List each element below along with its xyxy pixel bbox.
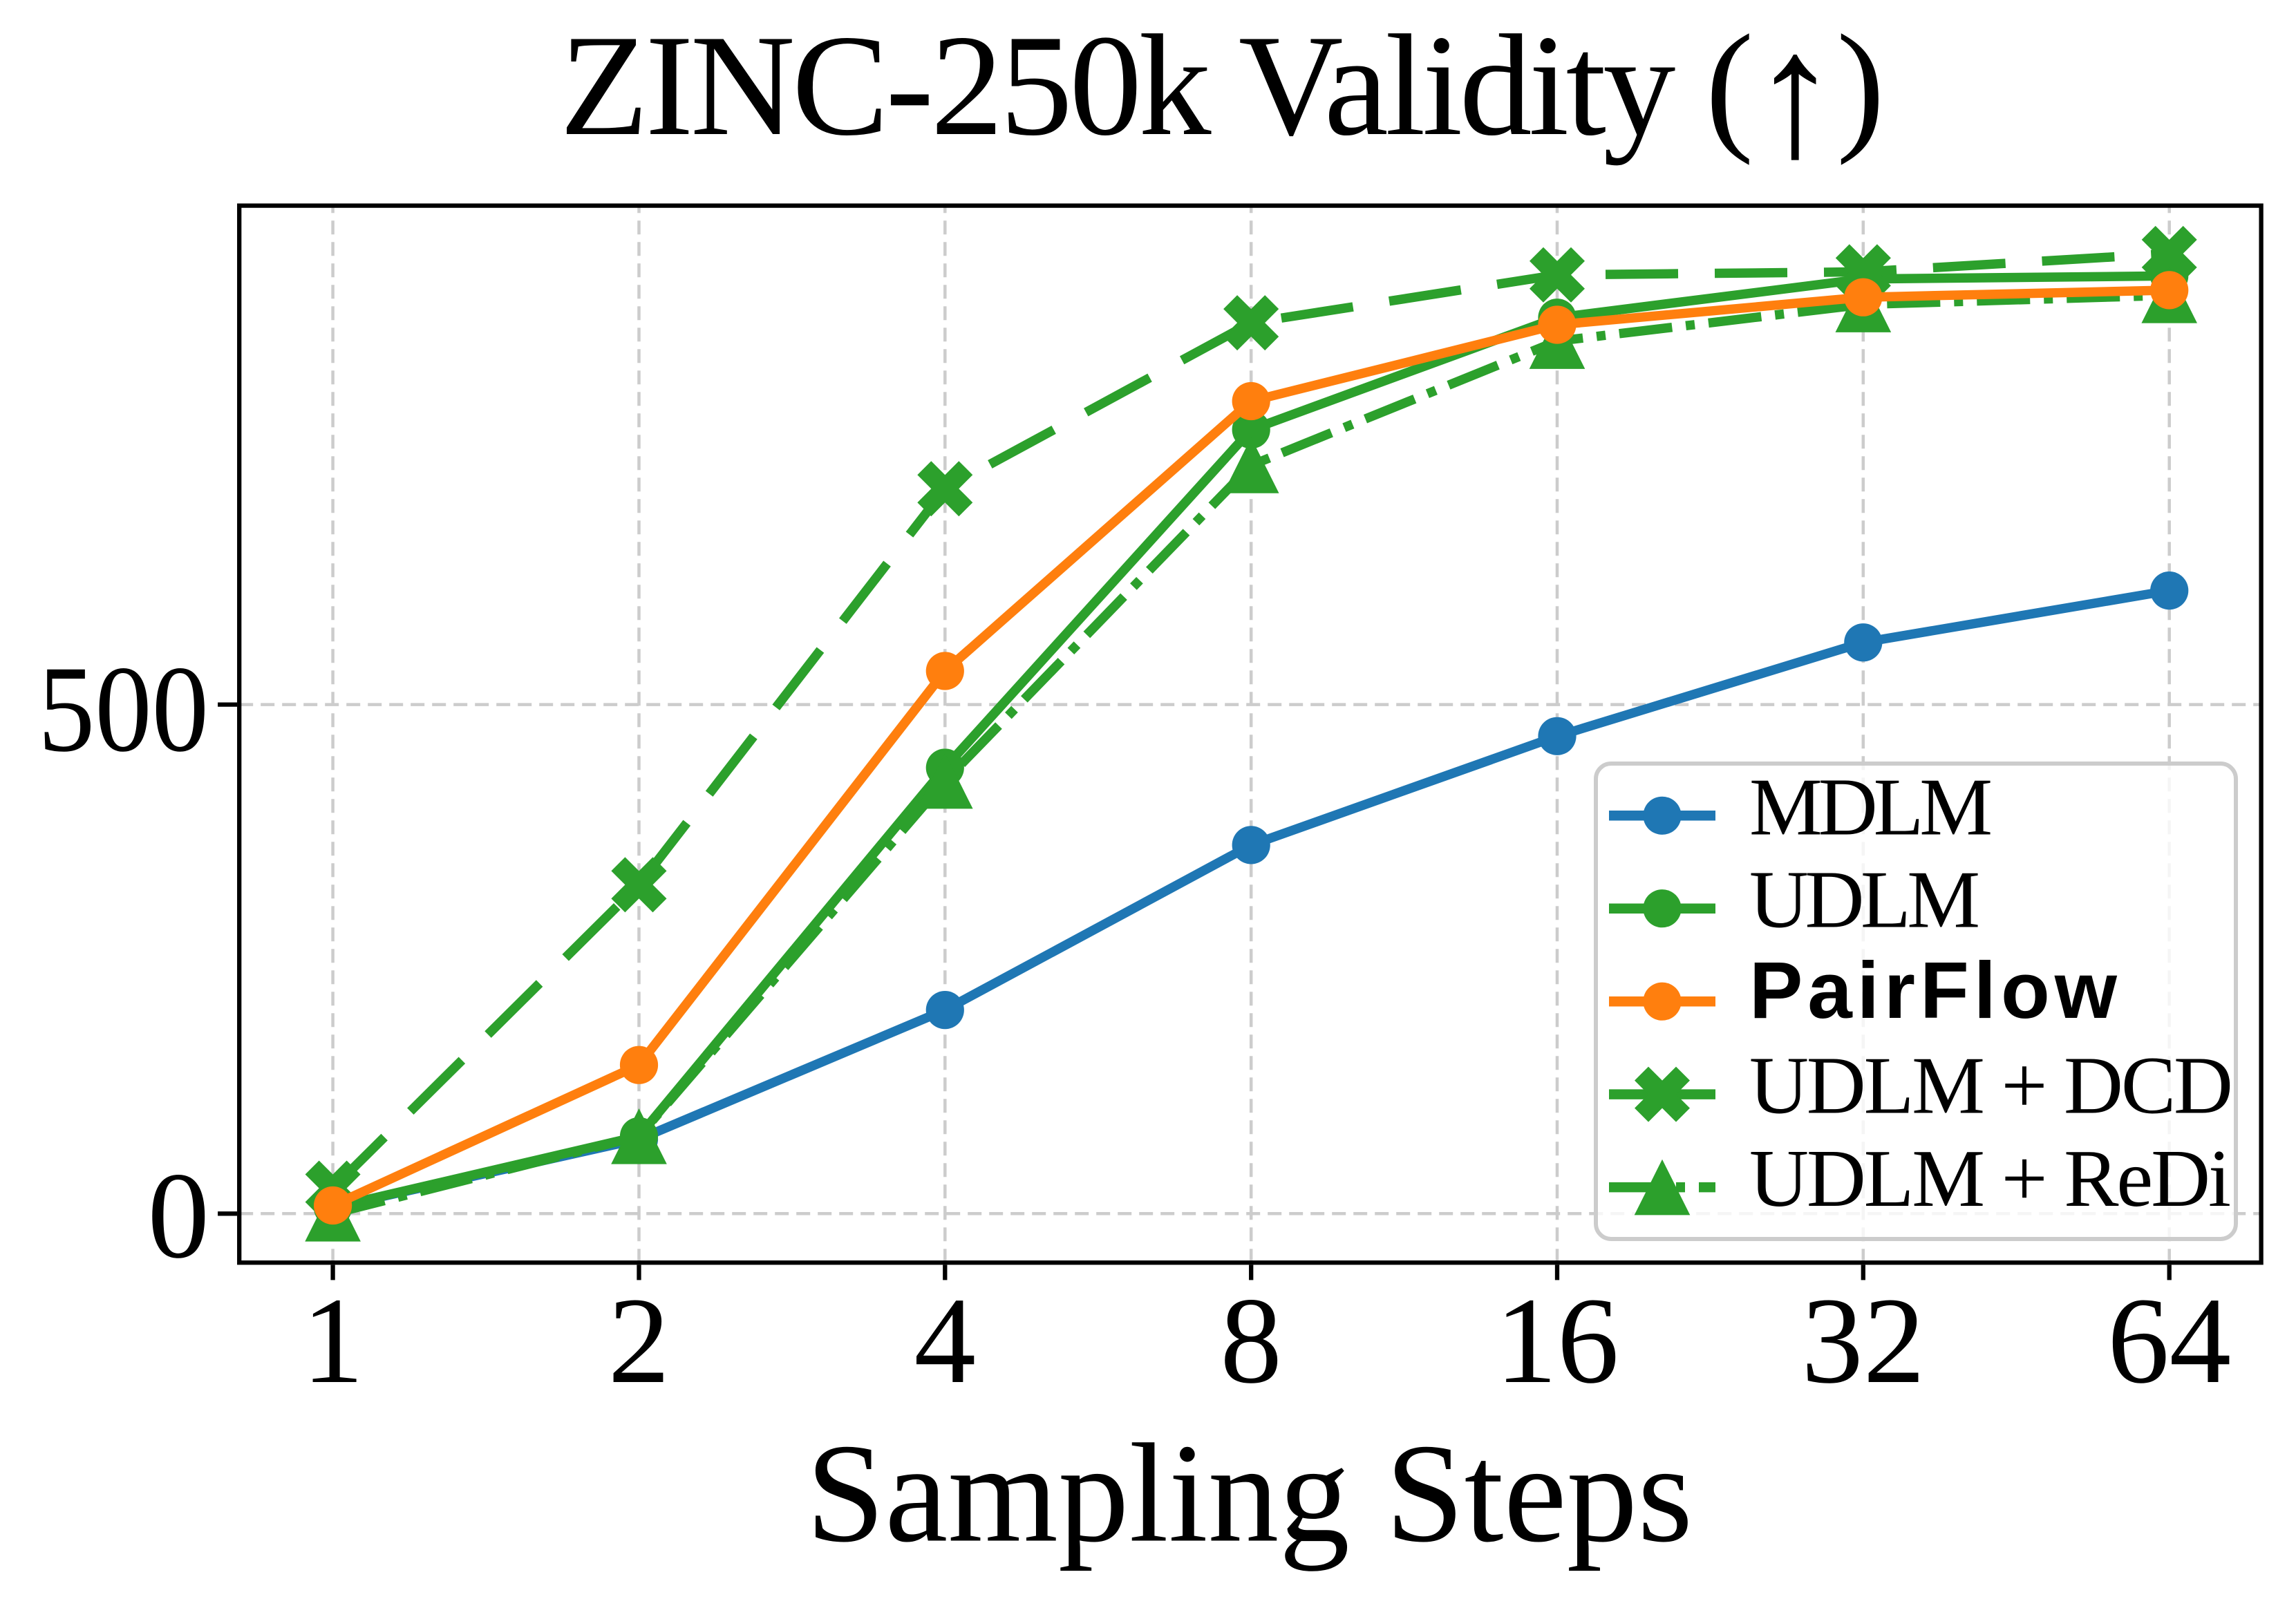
svg-text:0: 0 <box>148 1146 210 1284</box>
svg-text:UDLM: UDLM <box>1749 854 1980 945</box>
svg-text:64: 64 <box>2107 1271 2231 1409</box>
svg-text:16: 16 <box>1496 1271 1619 1409</box>
svg-text:MDLM: MDLM <box>1749 761 1993 852</box>
svg-text:4: 4 <box>914 1271 977 1409</box>
svg-text:UDLM + ReDi: UDLM + ReDi <box>1749 1133 2231 1224</box>
svg-text:Sampling Steps: Sampling Steps <box>806 1415 1693 1572</box>
svg-text:8: 8 <box>1220 1271 1282 1409</box>
svg-text:UDLM + DCD: UDLM + DCD <box>1749 1040 2233 1131</box>
svg-text:32: 32 <box>1801 1271 1925 1409</box>
svg-text:2: 2 <box>608 1271 670 1409</box>
svg-text:ZINC-250k Validity (↑): ZINC-250k Validity (↑) <box>560 0 1885 193</box>
svg-text:500: 500 <box>38 641 209 778</box>
svg-text:1: 1 <box>302 1271 364 1409</box>
svg-text:PairFlow: PairFlow <box>1749 945 2118 1035</box>
